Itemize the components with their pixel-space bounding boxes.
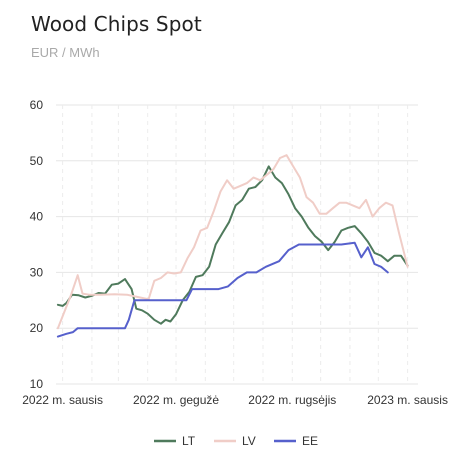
legend-label: LV: [242, 434, 256, 448]
grid: [56, 104, 418, 385]
chart-title: Wood Chips Spot: [31, 12, 202, 36]
legend: LT LV EE: [154, 434, 318, 448]
legend-item-lt[interactable]: LT: [154, 434, 196, 448]
y-tick-label: 20: [30, 321, 44, 335]
legend-item-lv[interactable]: LV: [214, 434, 256, 448]
series-line-lv: [56, 154, 409, 330]
x-tick-label: 2022 m. sausis: [22, 393, 103, 407]
legend-item-ee[interactable]: EE: [274, 434, 318, 448]
x-tick-label: 2023 m. sausis: [367, 393, 448, 407]
x-tick-label: 2022 m. rugsėjis: [248, 393, 336, 407]
series-line-ee: [56, 241, 389, 338]
y-tick-label: 40: [30, 210, 44, 224]
legend-label: EE: [302, 434, 318, 448]
y-tick-label: 60: [30, 98, 44, 112]
series-lines: [56, 154, 409, 338]
y-axis: 10 20 30 40 50 60: [30, 98, 44, 391]
x-axis: 2022 m. sausis 2022 m. gegužė 2022 m. rugs…: [22, 393, 448, 407]
x-tick-label: 2022 m. gegužė: [133, 393, 219, 407]
y-tick-label: 10: [30, 377, 44, 391]
y-tick-label: 50: [30, 154, 44, 168]
legend-label: LT: [182, 434, 196, 448]
series-line-lt: [56, 165, 409, 325]
chart-unit: EUR / MWh: [31, 45, 100, 60]
y-tick-label: 30: [30, 265, 44, 279]
